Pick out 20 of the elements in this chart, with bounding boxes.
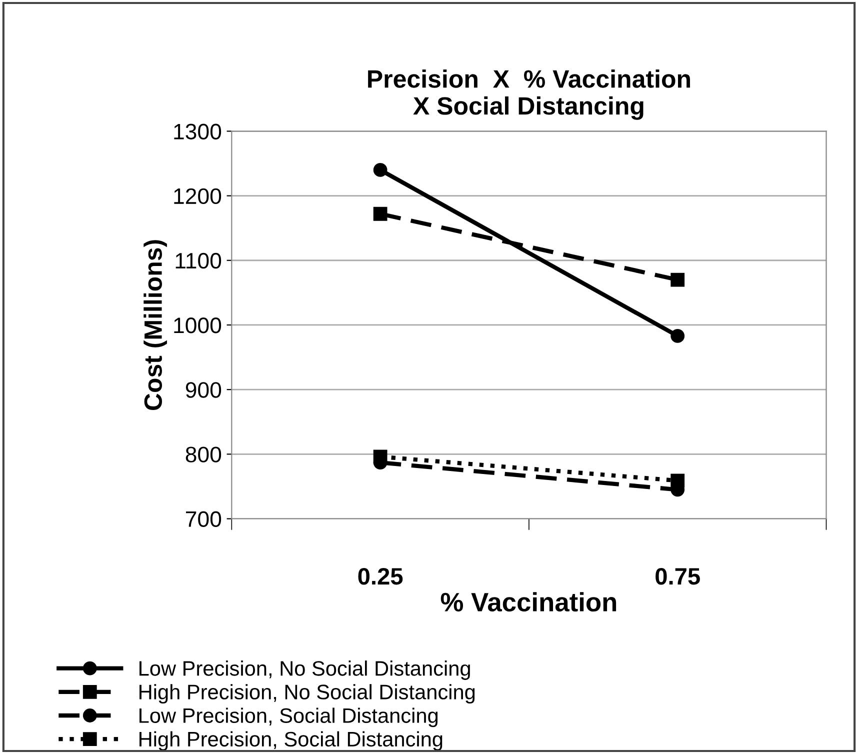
- x-axis-title: % Vaccination: [440, 592, 616, 612]
- point: [373, 206, 388, 221]
- legend-label: Low Precision, No Social Distancing: [140, 660, 470, 680]
- point: [373, 163, 388, 177]
- legend-label: High Precision, No Social Distancing: [140, 684, 475, 704]
- y-tick-label: 700: [186, 511, 222, 528]
- point: [670, 272, 685, 287]
- y-tick-label: 800: [186, 446, 222, 462]
- y-tick-label: 1300: [174, 124, 222, 140]
- legend-label: High Precision, Social Distancing: [140, 731, 442, 751]
- x-tick-label: 0.25: [358, 568, 403, 585]
- point: [670, 329, 685, 343]
- y-tick-label: 1100: [176, 252, 222, 269]
- chart-title: Precision X % Vaccination X Social Distancing: [368, 69, 690, 120]
- y-tick-label: 1000: [174, 318, 222, 334]
- legend-label: Low Precision, Social Distancing: [140, 708, 438, 728]
- y-tick-label: 1200: [174, 188, 222, 204]
- y-tick-label: 900: [186, 382, 222, 398]
- y-axis-title: Cost (Millions): [144, 240, 167, 410]
- x-tick-label: 0.75: [656, 568, 700, 585]
